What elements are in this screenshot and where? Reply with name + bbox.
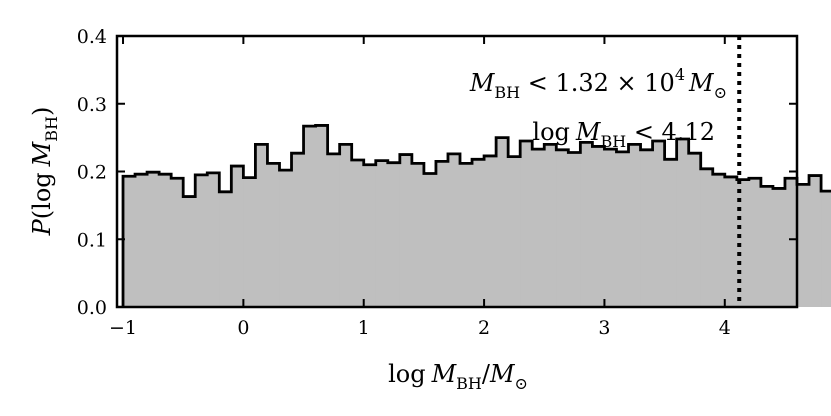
x-tick-label: 2: [478, 317, 490, 339]
histogram-bin: [797, 184, 810, 307]
histogram-bin: [159, 174, 172, 307]
histogram-bin: [243, 177, 256, 307]
x-tick-label: 4: [719, 317, 731, 339]
histogram-bin: [821, 191, 831, 307]
histogram-bin: [303, 126, 317, 307]
x-tick-label: 3: [598, 317, 610, 339]
histogram-bin: [520, 141, 533, 307]
histogram-bin: [664, 159, 678, 307]
histogram-bin: [628, 144, 642, 307]
histogram-bin: [411, 163, 425, 307]
x-tick-label: −1: [109, 317, 137, 339]
histogram-bin: [532, 149, 545, 307]
histogram-bin: [423, 173, 437, 307]
histogram-bin: [772, 188, 786, 307]
histogram-bin: [568, 152, 581, 307]
histogram-bin: [809, 175, 822, 307]
x-tick-label: 1: [358, 317, 370, 339]
histogram-bin: [339, 144, 353, 307]
histogram-bars: [121, 124, 831, 308]
y-tick-label: 0.3: [77, 94, 107, 116]
histogram-bin: [676, 138, 690, 307]
annotation-log-mass-limit: log MBH < 4.12: [532, 118, 715, 151]
histogram-bin: [435, 161, 449, 307]
histogram-bin: [315, 125, 329, 308]
histogram-bin: [267, 163, 280, 307]
histogram-bin: [700, 168, 714, 307]
histogram-bin: [351, 159, 365, 307]
x-axis-label: log MBH/M⊙: [388, 360, 528, 393]
histogram-bin: [279, 170, 293, 307]
histogram-bin: [472, 159, 485, 307]
y-tick-label: 0.4: [77, 26, 107, 48]
histogram-bin: [387, 162, 401, 307]
histogram-bin: [760, 186, 774, 307]
histogram-bin: [556, 149, 569, 307]
histogram-bin: [712, 174, 726, 307]
histogram-bin: [484, 155, 497, 307]
histogram-bin: [135, 174, 148, 307]
histogram-bin: [255, 144, 268, 307]
histogram-bin: [616, 151, 630, 307]
x-tick-label: 0: [237, 317, 249, 339]
histogram-bin: [496, 137, 509, 307]
histogram-bin: [604, 149, 617, 307]
histogram-bin: [219, 191, 232, 307]
histogram-bin: [580, 142, 593, 307]
histogram-bin: [724, 176, 738, 307]
histogram-bin: [748, 178, 762, 307]
histogram-bin: [183, 196, 196, 307]
histogram-bin: [784, 178, 798, 307]
histogram-bin: [207, 172, 220, 307]
annotation-mass-limit: MBH < 1.32 × 104 M⊙: [469, 65, 727, 102]
histogram-bin: [652, 141, 666, 307]
histogram-bin: [460, 163, 473, 307]
histogram-bin: [291, 153, 305, 307]
histogram-bin: [375, 160, 389, 307]
histogram-bin: [508, 156, 521, 307]
histogram-bin: [147, 172, 160, 307]
y-tick-label: 0.0: [77, 297, 107, 319]
histogram-bin: [592, 146, 605, 307]
y-axis-label: P(logMBH): [28, 107, 61, 237]
histogram-bin: [399, 154, 413, 307]
histogram-bin: [363, 164, 377, 307]
histogram-bin: [195, 174, 208, 307]
histogram-bin: [123, 176, 136, 307]
histogram-bin: [327, 153, 341, 307]
histogram-bin: [640, 149, 654, 307]
y-tick-label: 0.1: [77, 229, 107, 251]
histogram-bin: [447, 153, 461, 307]
axis-ticks: −1 0 1 2 3 4 0.0 0.1 0.2 0.3 0.4: [77, 26, 797, 339]
histogram-bin: [736, 179, 750, 307]
histogram-outline: [121, 124, 831, 307]
histogram-bin: [231, 166, 244, 307]
histogram-bin: [544, 144, 557, 307]
histogram-bin: [688, 153, 702, 307]
histogram-bin: [171, 178, 184, 307]
y-tick-label: 0.2: [77, 162, 107, 184]
